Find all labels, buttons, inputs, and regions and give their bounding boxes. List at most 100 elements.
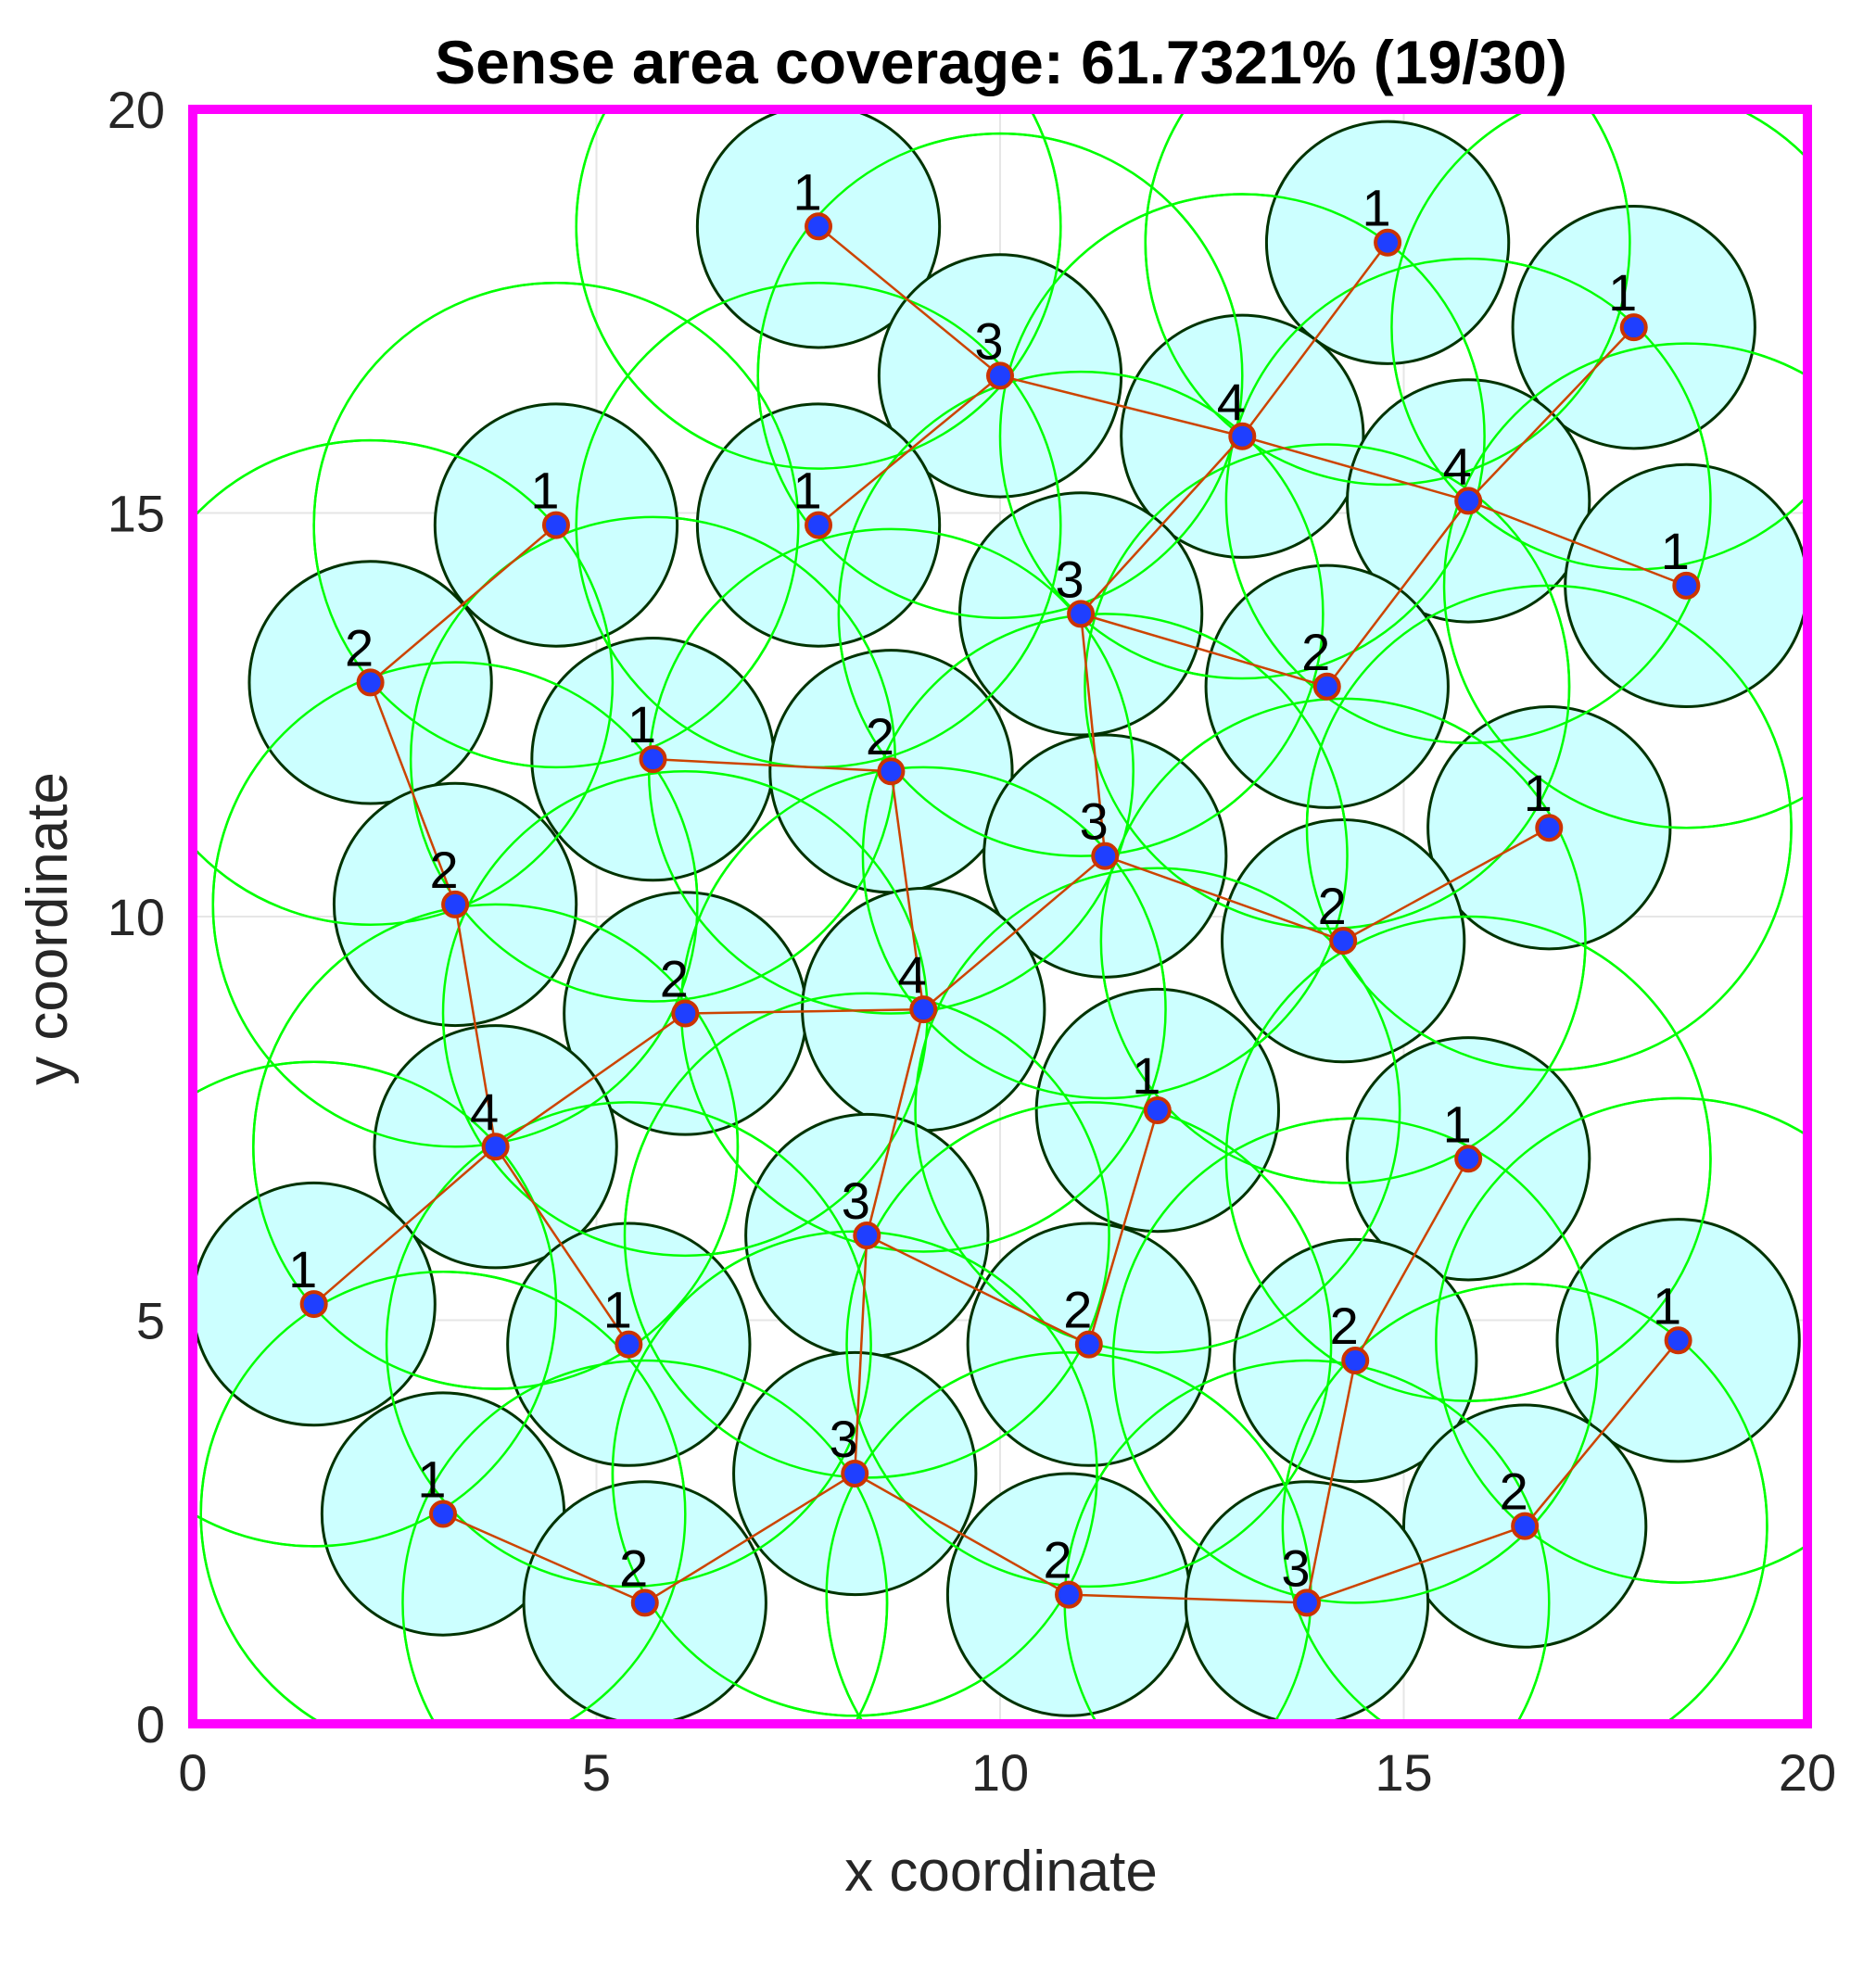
- sensor-node: [1055, 1580, 1084, 1609]
- routing-link: [1080, 613, 1328, 688]
- hop-count-label: 2: [345, 618, 374, 677]
- sensor-node: [805, 511, 833, 539]
- hop-count-label: 4: [1443, 437, 1472, 495]
- routing-link: [1079, 614, 1107, 856]
- sensor-node: [1312, 672, 1341, 701]
- routing-link: [653, 757, 892, 773]
- hop-count-label: 2: [660, 950, 689, 1008]
- comm-range-arc: [1111, 1117, 1599, 1604]
- comm-range-arc: [837, 370, 1325, 857]
- y-tick-label: 0: [136, 1695, 165, 1753]
- sensor-node: [630, 1589, 659, 1617]
- y-tick-label: 5: [136, 1292, 165, 1350]
- sensor-node: [541, 511, 570, 539]
- routing-link: [890, 771, 925, 1010]
- hop-count-label: 1: [1608, 263, 1637, 322]
- routing-link: [1104, 854, 1344, 943]
- routing-link: [818, 225, 1001, 377]
- hop-count-label: 1: [1132, 1046, 1160, 1105]
- routing-link: [369, 681, 457, 905]
- hop-count-label: 1: [603, 1281, 632, 1339]
- hop-count-label: 2: [1330, 1297, 1359, 1355]
- comm-range-arc: [1435, 1096, 1807, 1584]
- routing-link: [1467, 500, 1687, 588]
- hop-count-label: 4: [898, 945, 927, 1004]
- hop-count-label: 3: [1056, 550, 1084, 608]
- routing-link: [453, 904, 497, 1147]
- axis-ticks: 0 5 10 15 20 0 5 10 15 20: [108, 81, 1836, 1802]
- hop-count-label: 3: [842, 1171, 870, 1230]
- sensor-node: [909, 995, 938, 1024]
- hop-count-label: 1: [530, 462, 559, 520]
- routing-link: [1306, 1525, 1526, 1604]
- x-tick-label: 5: [582, 1743, 611, 1802]
- sensor-node: [1228, 422, 1257, 450]
- hop-count-label: 3: [974, 311, 1003, 370]
- comm-range-arc: [1099, 697, 1587, 1184]
- sensor-node: [805, 212, 833, 241]
- routing-link: [1241, 435, 1469, 502]
- sensor-node: [1067, 600, 1096, 628]
- hop-count-label: 1: [1661, 522, 1690, 580]
- hop-count-label: 2: [866, 707, 894, 766]
- sensor-node: [986, 361, 1014, 390]
- comm-range-arc: [1144, 109, 1631, 487]
- hop-count-label: 2: [1043, 1531, 1071, 1589]
- hop-count-label: 2: [619, 1538, 648, 1597]
- hop-count-label: 2: [1500, 1462, 1528, 1521]
- chart-title: Sense area coverage: 61.7321% (19/30): [435, 28, 1567, 96]
- x-tick-label: 0: [178, 1743, 207, 1802]
- sensor-node: [1454, 1145, 1483, 1173]
- routing-link: [1068, 1593, 1308, 1604]
- comm-range-arc: [1442, 342, 1807, 829]
- routing-link: [442, 1513, 646, 1604]
- routing-link: [1354, 1158, 1470, 1361]
- routing-links: [312, 225, 1687, 1604]
- comm-range-arc: [1084, 443, 1571, 930]
- hop-count-label: 2: [1301, 623, 1330, 681]
- sensor-node: [615, 1330, 643, 1359]
- sensor-node: [639, 745, 667, 774]
- routing-link: [644, 1472, 856, 1604]
- sensor-node: [1329, 927, 1358, 956]
- comm-range-arc: [193, 438, 615, 926]
- sensor-node: [1664, 1326, 1692, 1355]
- comm-range-arc: [385, 1101, 872, 1589]
- sensor-node: [1143, 1096, 1172, 1125]
- routing-link: [369, 524, 557, 684]
- routing-link: [999, 374, 1243, 437]
- x-tick-label: 20: [1779, 1743, 1836, 1802]
- comm-range-arc: [845, 1101, 1333, 1589]
- sensor-node: [671, 999, 700, 1028]
- comm-range-arc: [914, 867, 1401, 1354]
- hop-count-label: 3: [1080, 792, 1109, 851]
- comm-range-arc: [193, 1060, 558, 1548]
- hop-labels: 1 1 1 3 4 4 1 1 1 3 2 2 1 2 1 3 2 2 2 4 1 4 1 3 1 1 2 2 1 3 1 2 2 2 3: [288, 162, 1690, 1597]
- y-tick-label: 15: [108, 485, 165, 543]
- sensor-node: [1454, 487, 1483, 515]
- sensor-node: [356, 668, 385, 697]
- hop-count-label: 1: [1653, 1276, 1681, 1335]
- sensor-node: [1511, 1512, 1540, 1540]
- sensor-node: [853, 1222, 881, 1250]
- sensor-node: [1074, 1330, 1103, 1359]
- hop-count-label: 2: [429, 841, 458, 899]
- sensor-node: [1374, 228, 1402, 257]
- comm-range-arc: [211, 661, 699, 1148]
- comm-range-arc: [199, 1271, 687, 1724]
- routing-link: [1467, 326, 1635, 502]
- sensor-nodes: [299, 212, 1701, 1617]
- routing-link: [1524, 1339, 1680, 1527]
- sensor-node: [1535, 814, 1564, 842]
- hop-count-label: 1: [792, 162, 821, 221]
- hop-count-label: 1: [288, 1240, 317, 1298]
- y-axis-label: y coordinate: [16, 772, 80, 1085]
- routing-link: [1241, 241, 1389, 437]
- routing-link: [922, 854, 1107, 1011]
- hop-count-label: 4: [470, 1082, 499, 1141]
- sensor-node: [441, 890, 470, 918]
- comm-range-arc: [1224, 915, 1712, 1402]
- hop-count-label: 2: [1063, 1281, 1092, 1339]
- x-tick-label: 15: [1375, 1743, 1432, 1802]
